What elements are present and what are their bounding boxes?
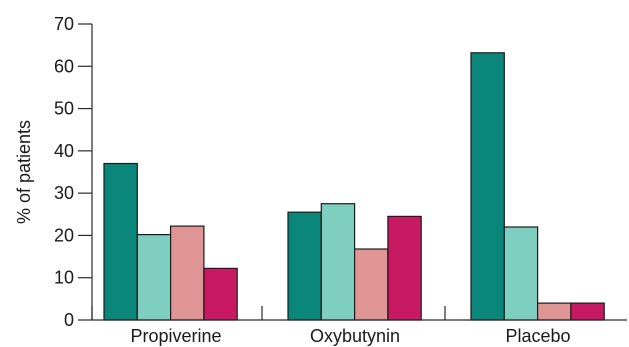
bar-placebo-series-4 xyxy=(570,302,605,321)
bar-oxybutynin-series-1 xyxy=(287,211,322,321)
y-tick-label-70: 70 xyxy=(54,14,74,34)
y-tick-label-50: 50 xyxy=(54,99,74,119)
axes-layer xyxy=(78,23,627,321)
y-tick-label-60: 60 xyxy=(54,56,74,76)
bar-oxybutynin-series-3 xyxy=(354,248,389,321)
y-axis-title: % of patients xyxy=(14,120,34,224)
bar-placebo-series-3 xyxy=(536,302,572,321)
bar-placebo-series-1 xyxy=(470,52,505,321)
bar-oxybutynin-series-4 xyxy=(387,215,422,321)
bars-layer xyxy=(103,52,605,321)
x-category-label-oxybutynin: Oxybutynin xyxy=(310,326,400,346)
y-tick-label-40: 40 xyxy=(54,141,74,161)
x-category-label-propiverine: Propiverine xyxy=(130,326,221,346)
y-tick-label-0: 0 xyxy=(64,310,74,330)
labels-layer: 0 10 20 30 40 50 60 70 Propiverine Oxybutynin Plac… xyxy=(14,14,571,346)
bar-propiverine-series-2 xyxy=(136,234,172,321)
y-tick-label-20: 20 xyxy=(54,225,74,245)
bar-propiverine-series-4 xyxy=(203,267,238,321)
bar-propiverine-series-3 xyxy=(170,225,205,321)
bar-oxybutynin-series-2 xyxy=(320,203,356,321)
x-category-label-placebo: Placebo xyxy=(505,326,570,346)
y-tick-label-10: 10 xyxy=(54,268,74,288)
bar-propiverine-series-1 xyxy=(103,162,138,321)
bar-placebo-series-2 xyxy=(503,226,539,321)
y-tick-label-30: 30 xyxy=(54,183,74,203)
